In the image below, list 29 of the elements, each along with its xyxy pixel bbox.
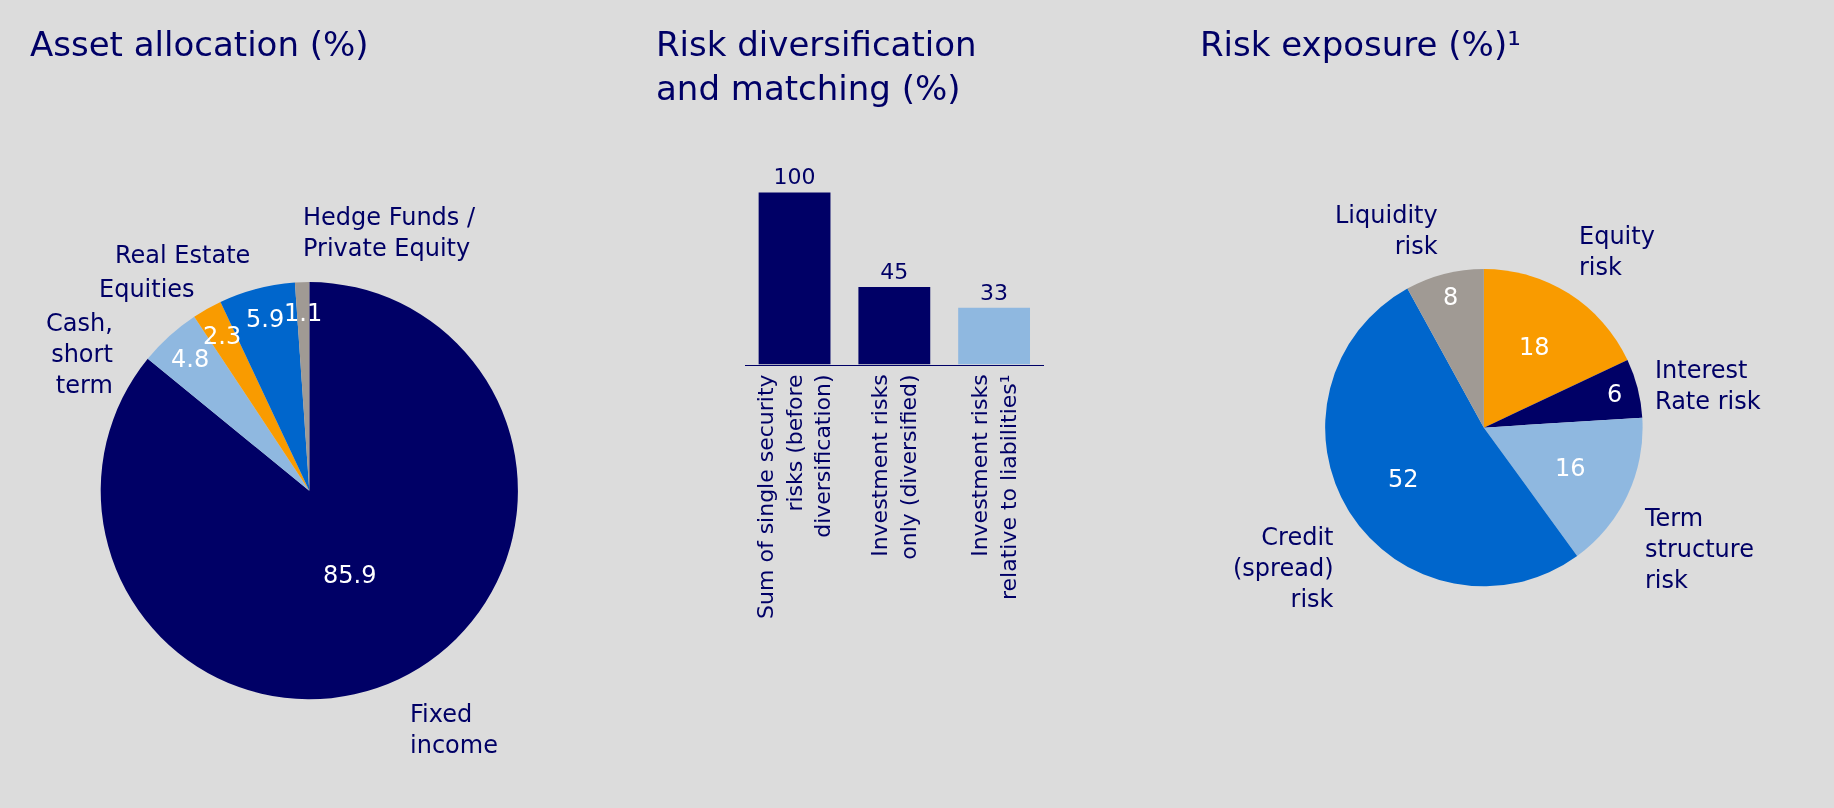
data-label: 6 [1607,380,1623,408]
data-label: 4.8 [171,345,210,373]
data-label: 33 [980,279,1009,305]
pie-slice [1407,268,1484,428]
pie-slice [1483,360,1643,428]
data-label: 5.9 [246,305,285,333]
data-label: 16 [1555,454,1586,482]
data-label: 100 [773,164,816,190]
slice-label: Real Estate [115,241,251,269]
chart-title: Risk exposure (%)¹ [1200,24,1521,64]
slice-label: Fixed income [410,700,498,760]
x-tick-label: Investment risks only (diversified) [867,374,921,560]
pie-slice [1483,417,1643,557]
slice-label: Credit (spread) risk [1233,523,1334,614]
slice-label: Hedge Funds / Private Equity [303,203,476,263]
slice-label: Equity risk [1579,222,1655,282]
slice-label: Liquidity risk [1335,201,1438,261]
slice-label: Equities [99,275,195,303]
data-label: 52 [1388,465,1419,493]
chart-title: Risk diversification and matching (%) [656,24,977,109]
x-tick-label: Sum of single security risks (before diversification) [753,374,836,619]
data-label: 45 [880,259,909,285]
chart-title: Asset allocation (%) [30,24,369,64]
slice-label: Term structure risk [1644,504,1754,595]
data-label: 8 [1443,283,1459,311]
slice-label: Cash, short term [46,309,113,400]
data-label: 85.9 [323,561,377,589]
data-label: 18 [1519,333,1550,361]
slice-label: Interest Rate risk [1655,356,1761,416]
